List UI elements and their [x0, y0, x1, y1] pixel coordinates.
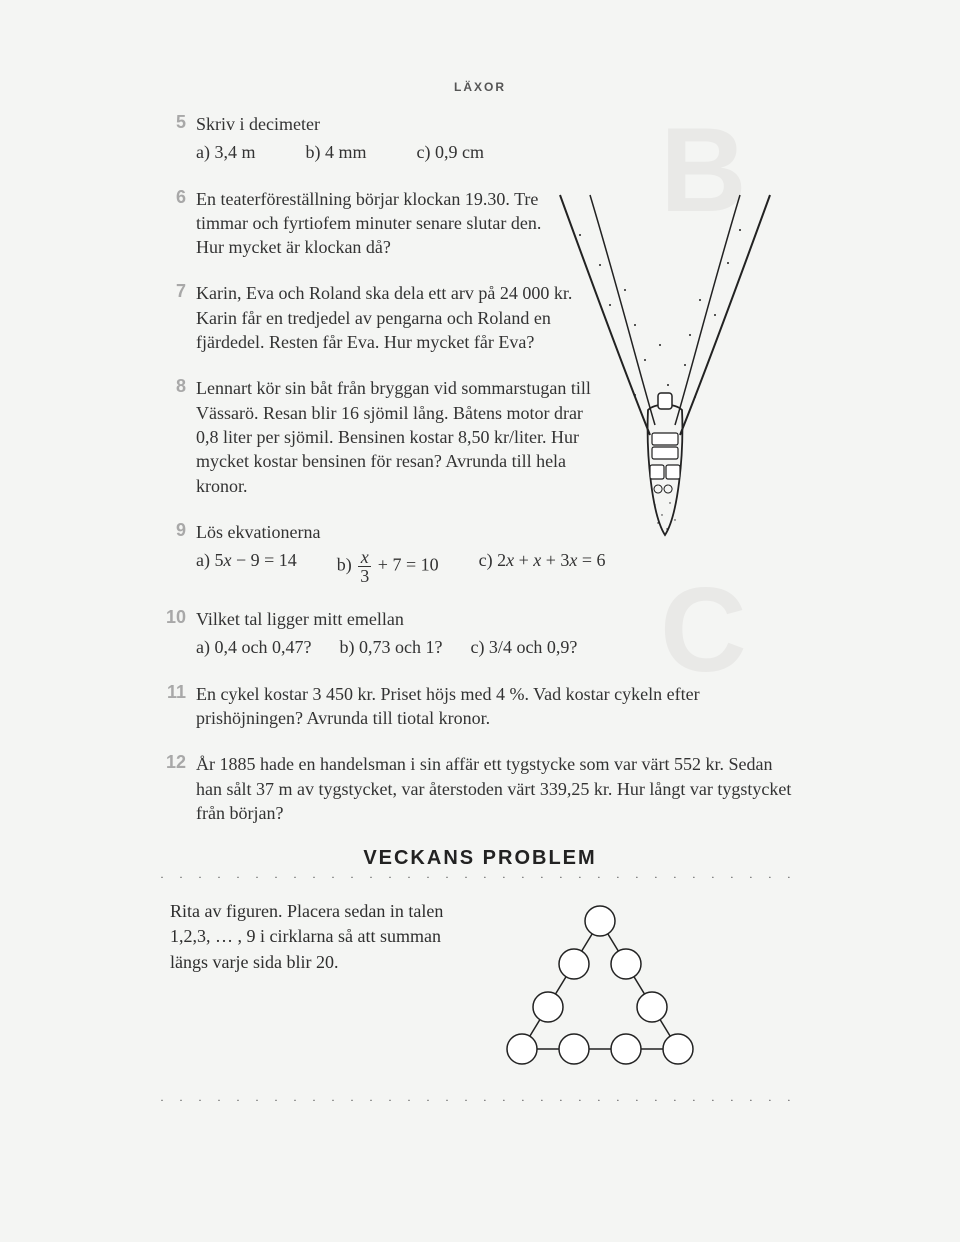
question-prompt: Skriv i decimeter — [196, 112, 484, 136]
question-text: År 1885 hade en handelsman i sin affär e… — [196, 752, 800, 825]
question-10: 10 Vilket tal ligger mitt emellan a) 0,4… — [160, 607, 800, 660]
question-number: 12 — [160, 752, 196, 825]
question-text: Karin, Eva och Roland ska dela ett arv p… — [196, 281, 586, 354]
question-prompt: Lös ekvationerna — [196, 520, 606, 544]
triangle-figure — [490, 899, 710, 1079]
option-b: b) 4 mm — [305, 140, 366, 164]
option-c: c) 3/4 och 0,9? — [470, 635, 577, 659]
veckans-problem: VECKANS PROBLEM · · · · · · · · · · · · … — [160, 847, 800, 1108]
question-7: 7 Karin, Eva och Roland ska dela ett arv… — [160, 281, 800, 354]
option-c: c) 2x + x + 3x = 6 — [479, 548, 606, 585]
option-c: c) 0,9 cm — [416, 140, 483, 164]
question-6: 6 En teaterföreställning börjar klockan … — [160, 187, 800, 260]
vp-text: Rita av figuren. Placera sedan in talen … — [160, 899, 470, 975]
question-number: 8 — [160, 376, 196, 497]
question-9: 9 Lös ekvationerna a) 5x − 9 = 14 b) x3 … — [160, 520, 800, 585]
question-12: 12 År 1885 hade en handelsman i sin affä… — [160, 752, 800, 825]
option-a: a) 5x − 9 = 14 — [196, 548, 297, 585]
question-8: 8 Lennart kör sin båt från bryggan vid s… — [160, 376, 800, 497]
question-text: En teaterföreställning börjar klockan 19… — [196, 187, 556, 260]
question-number: 6 — [160, 187, 196, 260]
option-b: b) 0,73 och 1? — [339, 635, 442, 659]
vp-title: VECKANS PROBLEM — [160, 847, 800, 870]
option-b: b) x3 + 7 = 10 — [337, 548, 439, 585]
question-number: 7 — [160, 281, 196, 354]
question-number: 5 — [160, 112, 196, 165]
question-prompt: Vilket tal ligger mitt emellan — [196, 607, 577, 631]
dots-divider: · · · · · · · · · · · · · · · · · · · · … — [160, 1093, 800, 1108]
question-5: 5 Skriv i decimeter a) 3,4 m b) 4 mm c) … — [160, 112, 800, 165]
page-content: LÄXOR 5 Skriv i decimeter a) 3,4 m b) 4 … — [160, 80, 800, 1108]
page-header: LÄXOR — [160, 80, 800, 94]
option-a: a) 3,4 m — [196, 140, 255, 164]
question-11: 11 En cykel kostar 3 450 kr. Priset höjs… — [160, 682, 800, 731]
question-text: Lennart kör sin båt från bryggan vid som… — [196, 376, 596, 497]
question-text: En cykel kostar 3 450 kr. Priset höjs me… — [196, 682, 800, 731]
dots-divider: · · · · · · · · · · · · · · · · · · · · … — [160, 870, 800, 885]
question-number: 11 — [160, 682, 196, 731]
option-a: a) 0,4 och 0,47? — [196, 635, 311, 659]
question-number: 9 — [160, 520, 196, 585]
question-number: 10 — [160, 607, 196, 660]
